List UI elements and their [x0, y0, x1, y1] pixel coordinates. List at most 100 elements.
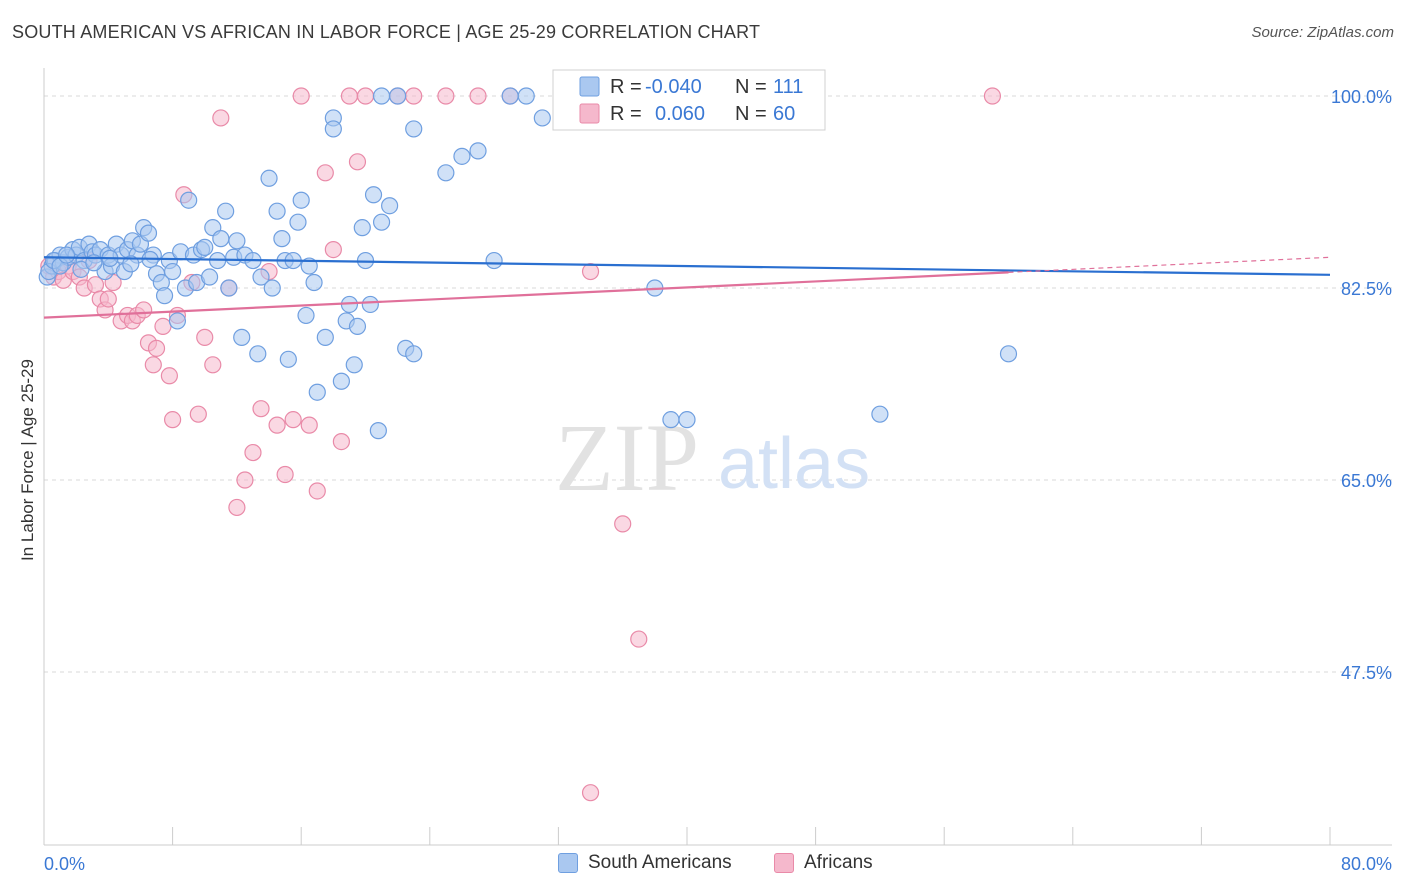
south-americans-point-29: [155, 287, 174, 305]
legend-swatch-south-americans: [558, 853, 578, 873]
south-americans-point-47: [228, 232, 246, 250]
south-americans-point-75: [361, 295, 379, 314]
south-americans-point-44: [217, 202, 235, 220]
y-tick-label-2: 82.5%: [1341, 279, 1392, 299]
africans-point-30: [204, 356, 222, 374]
south-americans-point-56: [273, 230, 291, 248]
legend-n-value-2: 60: [773, 103, 795, 125]
africans-point-33: [228, 498, 246, 517]
south-americans-point-94: [324, 120, 342, 138]
south-americans-point-92: [517, 87, 535, 105]
south-americans-point-32: [168, 312, 187, 330]
south-americans-point-87: [678, 411, 696, 429]
y-tick-label-0: 47.5%: [1341, 663, 1392, 683]
legend-top: R = -0.040 N = 111 R = 0.060 N = 60: [552, 69, 826, 131]
south-americans-point-95: [372, 87, 391, 105]
x-tick-label-1: 80.0%: [1341, 854, 1392, 874]
south-americans-point-105: [122, 255, 140, 273]
legend-item-south-americans[interactable]: South Americans: [558, 852, 732, 874]
south-americans-point-51: [249, 345, 267, 363]
south-americans-point-76: [364, 186, 383, 204]
africans-point-51: [405, 87, 423, 105]
trend-line-africans: [43, 271, 1009, 319]
legend-swatch-blue: [579, 76, 600, 97]
south-americans-point-77: [369, 422, 387, 440]
legend-n-label-2: N =: [735, 103, 767, 125]
trend-line-south-americans: [43, 256, 1331, 276]
south-americans-point-71: [345, 356, 363, 374]
south-americans-point-64: [305, 273, 323, 292]
south-americans-point-79: [381, 197, 399, 215]
africans-point-36: [252, 400, 270, 418]
africans-point-21: [147, 339, 166, 357]
south-americans-point-60: [289, 213, 307, 231]
watermark-atlas: atlas: [718, 424, 870, 504]
africans-point-59: [983, 87, 1002, 105]
south-americans-point-58: [279, 350, 297, 368]
axes: [43, 68, 1392, 846]
tick-labels: 47.5% 65.0% 82.5% 100.0% 0.0% 80.0%: [44, 87, 1392, 874]
south-americans-point-88: [871, 405, 889, 423]
south-americans-point-52: [252, 268, 270, 286]
south-americans-points: [38, 87, 1018, 440]
south-americans-point-96: [405, 120, 423, 138]
south-americans-point-86: [662, 411, 680, 429]
africans-point-23: [160, 367, 178, 385]
africans-point-29: [196, 328, 214, 346]
africans-point-46: [332, 433, 350, 451]
trend-line-africans-extension: [1008, 256, 1331, 273]
south-americans-point-61: [292, 191, 310, 209]
south-americans-point-91: [501, 87, 519, 105]
africans-point-35: [244, 443, 262, 462]
south-americans-point-83: [437, 164, 455, 182]
south-americans-point-40: [200, 268, 219, 286]
africans-point-49: [356, 87, 375, 105]
legend-bottom: South Americans Africans: [0, 852, 1406, 878]
legend-item-africans[interactable]: Africans: [774, 852, 873, 874]
africans-point-22: [154, 317, 172, 335]
x-tick-label-0: 0.0%: [44, 854, 85, 874]
africans-point-45: [324, 241, 342, 259]
legend-r-label-1: R =: [610, 76, 642, 98]
y-axis-label: In Labor Force | Age 25-29: [18, 359, 37, 561]
africans-point-34: [236, 471, 254, 489]
africans-point-39: [276, 465, 294, 484]
legend-label-south-americans: South Americans: [588, 852, 732, 873]
africans-point-52: [437, 87, 455, 105]
south-americans-point-101: [57, 246, 76, 264]
south-americans-point-78: [372, 213, 391, 231]
chart-title: SOUTH AMERICAN VS AFRICAN IN LABOR FORCE…: [12, 22, 761, 42]
south-americans-point-84: [453, 147, 471, 165]
africans-point-28: [189, 405, 207, 423]
south-americans-point-80: [389, 87, 407, 105]
y-tick-label-1: 65.0%: [1341, 471, 1392, 491]
legend-r-value-2: 0.060: [655, 103, 705, 125]
south-americans-point-73: [353, 219, 371, 237]
africans-point-18: [135, 301, 153, 319]
africans-point-44: [316, 164, 334, 182]
africans-point-57: [630, 630, 648, 648]
south-americans-point-66: [316, 328, 334, 346]
legend-n-label-1: N =: [735, 76, 767, 98]
africans-point-53: [469, 87, 487, 105]
y-tick-label-3: 100.0%: [1331, 87, 1392, 107]
africans-point-38: [268, 416, 286, 434]
africans-point-12: [99, 290, 117, 308]
south-americans-point-90: [485, 251, 503, 270]
south-americans-point-53: [260, 169, 278, 187]
legend-r-label-2: R =: [610, 103, 642, 125]
south-americans-point-82: [405, 345, 423, 363]
africans-point-42: [300, 416, 318, 434]
south-americans-point-48: [233, 328, 251, 346]
south-americans-point-65: [308, 383, 326, 401]
south-americans-point-45: [220, 279, 238, 297]
watermark: ZIP atlas: [555, 404, 870, 511]
africans-point-56: [614, 515, 632, 533]
south-americans-point-25: [139, 224, 158, 242]
legend-swatch-africans: [774, 853, 794, 873]
south-americans-point-93: [533, 109, 551, 127]
africans-point-47: [340, 87, 359, 105]
south-americans-point-68: [332, 372, 350, 390]
south-americans-point-72: [348, 317, 367, 335]
